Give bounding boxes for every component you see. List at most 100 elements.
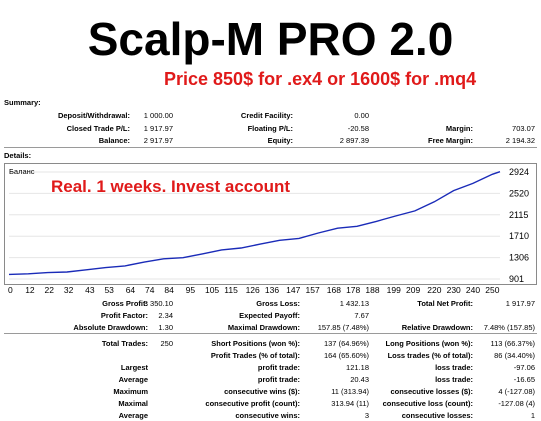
x-tick-label: 115 <box>224 285 238 295</box>
stats-label: Long Positions (won %): <box>385 339 474 348</box>
summary-value-cell: -20.58 <box>347 124 369 133</box>
stats-label: Average <box>118 411 148 420</box>
summary-value-cell: 703.07 <box>512 124 535 133</box>
x-tick-label: 168 <box>326 285 341 295</box>
stats-value: -16.65 <box>513 375 535 384</box>
y-tick-label: 1710 <box>509 231 529 241</box>
x-tick-label: 157 <box>305 285 320 295</box>
stats-row: Average consecutive wins: 3 consecutive los… <box>0 409 541 421</box>
divider <box>4 333 537 334</box>
x-tick-label: 53 <box>104 285 114 295</box>
summary-value-cell: 0.00 <box>354 111 369 120</box>
stats-value: 7.48% (157.85) <box>483 323 535 332</box>
stats-value: 4 (-127.08) <box>498 387 535 396</box>
x-axis: 0 12 22 32 43 53 64 74 84 95 105 115 126 136 147 157 168… <box>4 285 537 297</box>
stats-value: 157.85 (7.48%) <box>317 323 369 332</box>
stats-label: Absolute Drawdown: <box>73 323 148 332</box>
stats-label: loss trade: <box>435 375 473 384</box>
stats-label: consecutive wins ($): <box>224 387 300 396</box>
stats-value: 164 (65.60%) <box>323 351 369 360</box>
stats-label: Average <box>118 375 148 384</box>
summary-label-cell: Credit Facility: <box>240 111 293 120</box>
divider <box>4 147 537 148</box>
balance-chart: 901 1306 1710 2115 2520 2924 Баланс Real. 1 w… <box>4 163 537 285</box>
stats-label: consecutive wins: <box>235 411 300 420</box>
stats-value: 137 (64.96%) <box>323 339 369 348</box>
x-tick-label: 74 <box>145 285 155 295</box>
stats-value: -97.06 <box>513 363 535 372</box>
summary-label-cell: Equity: <box>267 136 293 145</box>
stats-label: Expected Payoff: <box>239 311 300 320</box>
stats-label: Total Net Profit: <box>417 299 473 308</box>
y-tick-label: 2115 <box>509 210 528 220</box>
x-tick-label: 105 <box>204 285 220 295</box>
stats-label: profit trade: <box>257 375 300 384</box>
stats-value: 2.34 <box>158 311 173 320</box>
summary-label-cell: Deposit/Withdrawal: <box>57 111 130 120</box>
y-tick-label: 901 <box>509 274 524 284</box>
stats-value: 1 917.97 <box>505 299 535 308</box>
x-tick-label: 188 <box>365 285 380 295</box>
x-tick-label: 178 <box>346 285 361 295</box>
x-tick-label: 126 <box>245 285 260 295</box>
stats-row: Gross Profit: 3 350.10 Gross Loss: 1 432.13… <box>0 297 541 310</box>
summary-label: Summary: <box>4 98 41 107</box>
stats-label: loss trade: <box>435 363 473 372</box>
summary-value-cell: 1 917.97 <box>143 124 173 133</box>
y-tick-label: 2520 <box>509 188 529 198</box>
x-tick-label: 250 <box>485 285 500 295</box>
stats-row: Maximal consecutive profit (count): 313.94… <box>0 397 541 410</box>
stats-value: 121.18 <box>346 363 369 372</box>
stats-label: Relative Drawdown: <box>401 323 473 332</box>
stats-value: 1.30 <box>158 323 173 332</box>
summary-label-cell: Floating P/L: <box>247 124 293 133</box>
stats-label: Short Positions (won %): <box>211 339 300 348</box>
stats-label: consecutive losses: <box>401 411 473 420</box>
summary-label-cell: Free Margin: <box>427 136 473 145</box>
x-tick-label: 220 <box>427 285 442 295</box>
stats-row: Total Trades: 250 Short Positions (won %):… <box>0 337 541 350</box>
balance-chart-svg: 901 1306 1710 2115 2520 2924 <box>8 167 529 284</box>
x-tick-label: 230 <box>446 285 461 295</box>
stats-row: Average profit trade: 20.43 loss trade: -16.… <box>0 373 541 386</box>
stats-label: profit trade: <box>257 363 300 372</box>
summary-label-cell: Margin: <box>445 124 473 133</box>
summary-row: Deposit/Withdrawal: 1 000.00 Credit Faci… <box>0 109 541 122</box>
stats-label: consecutive losses ($): <box>390 387 473 396</box>
summary-label-cell: Balance: <box>98 136 130 145</box>
stats-value: 1 432.13 <box>339 299 369 308</box>
stats-label: Gross Loss: <box>256 299 300 308</box>
stats-label: Loss trades (% of total): <box>387 351 473 360</box>
stats-row: Absolute Drawdown: 1.30 Maximal Drawdown: 1… <box>0 321 541 334</box>
x-tick-label: 95 <box>185 285 196 295</box>
stats-label: Total Trades: <box>101 339 148 348</box>
stats-row: Profit Factor: 2.34 Expected Payoff: 7.67 <box>0 309 541 322</box>
stats-row: Maximum consecutive wins ($): 11 (313.94) c… <box>0 385 541 398</box>
stats-value: 7.67 <box>354 311 369 320</box>
x-tick-label: 147 <box>286 285 301 295</box>
chart-legend-label: Баланс <box>9 167 35 176</box>
x-tick-label: 12 <box>25 285 35 295</box>
summary-value-cell: 1 000.00 <box>143 111 173 120</box>
price-banner: Price 850$ for .ex4 or 1600$ for .mq4 <box>164 69 477 89</box>
stats-label: Profit Trades (% of total): <box>210 351 300 360</box>
balance-series-line <box>8 171 501 276</box>
stats-label: Maximum <box>113 387 148 396</box>
stats-label: consecutive profit (count): <box>205 399 300 408</box>
x-tick-label: 209 <box>406 285 421 295</box>
stats-value: 3 <box>364 411 369 420</box>
x-tick-label: 240 <box>465 285 481 295</box>
stats-label: Maximal Drawdown: <box>227 323 300 332</box>
y-tick-label: 1306 <box>509 253 529 263</box>
stats-value: 86 (34.40%) <box>494 351 535 360</box>
stats-label: Profit Factor: <box>100 311 148 320</box>
y-tick-label: 2924 <box>509 167 529 177</box>
stats-value: 250 <box>160 339 173 348</box>
x-tick-label: 84 <box>164 285 174 295</box>
summary-label-cell: Closed Trade P/L: <box>66 124 130 133</box>
chart-annotation: Real. 1 weeks. Invest account <box>51 177 291 196</box>
page-title: Scalp-M PRO 2.0 <box>87 13 454 65</box>
stats-value: 11 (313.94) <box>331 387 369 396</box>
summary-row: Closed Trade P/L: 1 917.97 Floating P/L:… <box>0 122 541 135</box>
stats-row: Profit Trades (% of total): 164 (65.60%) L… <box>0 349 541 362</box>
